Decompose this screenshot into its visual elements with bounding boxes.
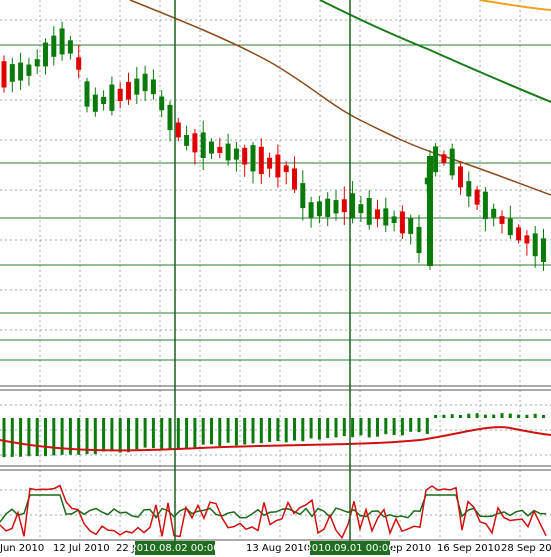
candle-body [142,73,148,92]
crosshair-label: 2010.08.02 00:00 [130,543,219,554]
candle-body [474,189,480,205]
candle-body [308,202,314,218]
stochastic-panel [0,484,547,540]
candle-body [449,148,455,176]
candle-body [499,216,505,224]
candle-body [43,42,48,67]
candle-body [375,209,380,219]
panel-separators [0,385,551,541]
crosshair-label-bg [135,541,215,555]
candle-body [458,166,463,188]
candle-body [67,40,73,54]
candle-body [1,61,7,88]
candle-body [366,197,372,225]
candle-body [192,133,198,153]
candle-body [26,64,32,76]
candle-body [9,64,15,82]
candle-body [516,227,522,241]
candle-body [441,154,447,163]
candle-body [300,183,306,209]
candle-body [150,79,156,95]
candle-body [225,143,231,161]
candle-body [59,28,65,55]
candle-body [101,96,107,105]
stoch-main [0,484,547,540]
time-label: 12 Jul 2010 [53,543,110,554]
time-axis: Jun 2010 12 Jul 2010 22 J 13 Aug 2010 ep… [0,541,551,555]
candle-body [175,122,181,138]
candle-body [117,88,123,102]
candle-body [76,57,82,70]
candle-body [391,216,397,223]
candle-body [84,81,90,107]
time-label: 13 Aug 2010 [246,543,310,554]
candle-body [184,135,190,146]
level-lines [0,44,551,361]
candle-body [325,198,331,217]
candle-body [507,218,513,236]
candle-body [209,141,214,154]
candle-body [427,156,433,266]
grid [0,0,551,540]
candle-body [34,59,40,67]
candle-body [383,208,389,226]
candle-body [242,147,248,165]
crosshair-label: 2010.09.01 00:00 [305,543,394,554]
time-label: 16 Sep 2010 [437,543,500,554]
macd-panel [0,413,551,458]
candle-body [341,199,347,213]
candle-body [217,146,223,153]
candle-body [541,238,546,262]
time-label: 22 J [116,543,135,554]
candle-body [159,96,165,111]
time-label: Jun 2010 [0,543,44,554]
candle-body [292,168,297,190]
candle-body [408,218,414,234]
candles [1,21,546,271]
moving-averages [129,0,551,196]
candle-body [532,233,538,257]
candle-body [416,226,422,254]
candle-body [109,84,115,111]
candle-body [491,208,497,218]
candle-body [126,81,131,100]
crosshair-lines [174,0,351,541]
candle-body [399,211,405,234]
candle-body [333,200,339,214]
candle-body [358,204,364,214]
macd-signal [0,426,551,452]
candle-body [250,145,256,172]
candle-body [283,165,289,173]
crosshair-label-bg [310,541,390,555]
candle-body [134,78,140,95]
candle-body [92,94,98,112]
candle-body [258,146,264,175]
candle-body [200,132,206,158]
candle-body [233,148,239,160]
candle-body [524,235,530,244]
candle-body [466,181,472,197]
stoch-signal [0,494,547,523]
candle-body [167,104,173,131]
candle-body [482,191,488,220]
candle-body [275,154,281,178]
candle-body [316,201,322,217]
time-label: 28 Sep 2010 [501,543,551,554]
time-label: ep 2010 [390,543,431,554]
candle-body [51,35,57,57]
candle-body [433,146,439,173]
candle-body [267,157,273,169]
candle-body [350,193,356,219]
candle-body [18,62,24,81]
